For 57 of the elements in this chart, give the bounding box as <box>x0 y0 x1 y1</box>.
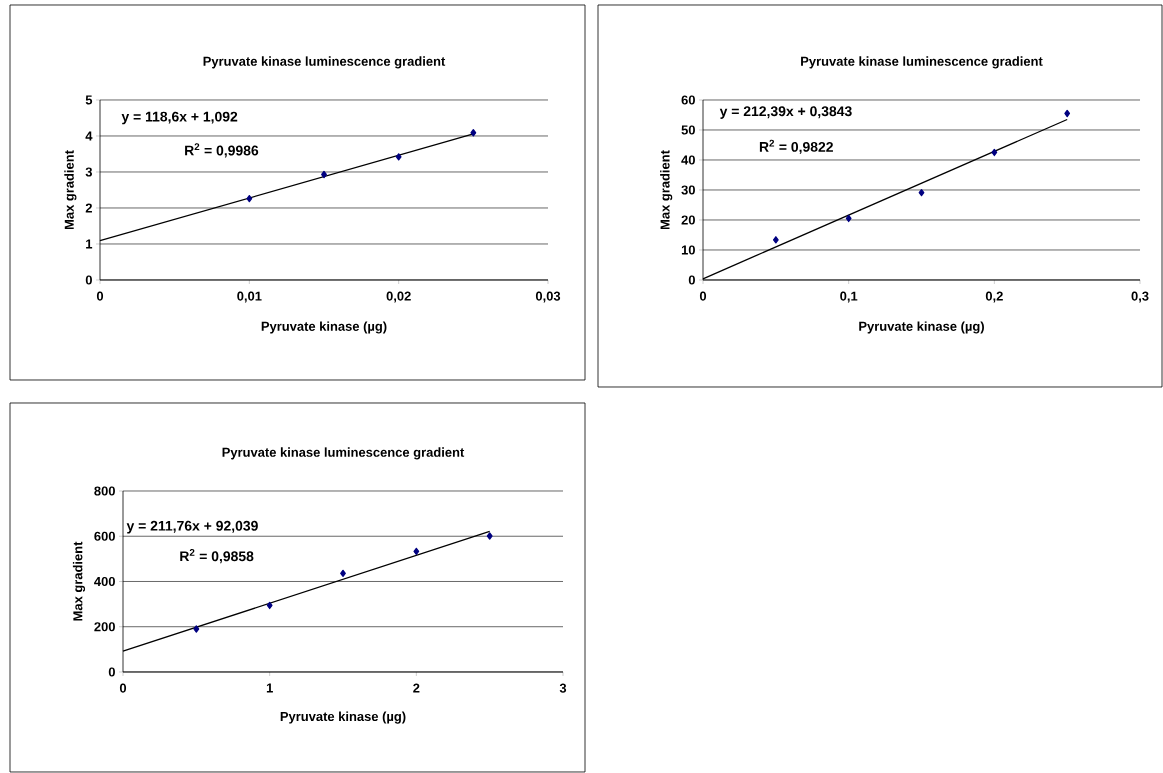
point <box>918 189 925 197</box>
point <box>991 148 998 157</box>
y-tick-label: 800 <box>94 486 115 496</box>
y-tick-label: 0 <box>85 275 92 285</box>
y-tick-label: 0 <box>688 275 695 285</box>
y-tick-label: 600 <box>94 531 115 541</box>
y-tick-label: 400 <box>94 576 115 587</box>
point <box>395 153 402 161</box>
x-tick-label: 0,3 <box>1131 291 1149 303</box>
y-axis-title: Max gradient <box>64 150 77 230</box>
point <box>470 129 477 137</box>
chart-title: Pyruvate kinase luminescence gradient <box>203 56 446 69</box>
y-axis-title: Max gradient <box>660 150 673 230</box>
x-tick-label: 0,2 <box>985 291 1003 303</box>
y-tick-label: 200 <box>94 622 115 632</box>
y-tick-label: 2 <box>85 203 92 213</box>
point <box>1064 109 1071 118</box>
x-tick-label: 0,03 <box>535 291 561 303</box>
x-axis-title: Pyruvate kinase (µg) <box>280 711 406 724</box>
y-tick-label: 30 <box>681 185 695 195</box>
point <box>193 625 200 633</box>
point <box>486 532 493 540</box>
chart-title: Pyruvate kinase luminescence gradient <box>801 56 1043 69</box>
annotation: R$^{2}$ = 0,9858 <box>180 549 254 564</box>
point <box>340 569 346 577</box>
y-tick-label: 3 <box>85 167 93 177</box>
y-tick-label: 0 <box>108 667 115 677</box>
point <box>246 194 253 203</box>
annotation: y = 211,76x + 92,039 <box>126 520 258 534</box>
x-tick-label: 0 <box>699 291 707 301</box>
y-tick-label: 5 <box>85 95 93 105</box>
point <box>845 214 852 223</box>
chart-title: Pyruvate kinase luminescence gradient <box>222 447 465 460</box>
y-tick-label: 10 <box>681 245 695 255</box>
y-tick-label: 40 <box>681 155 695 165</box>
point <box>266 601 273 610</box>
annotation: R$^{2}$ = 0,9986 <box>185 143 259 158</box>
x-tick-label: 0,1 <box>840 291 858 303</box>
x-tick-label: 2 <box>413 683 420 693</box>
point <box>772 236 779 244</box>
x-tick-label: 0 <box>119 683 127 693</box>
y-tick-label: 50 <box>681 125 695 135</box>
y-axis-title: Max gradient <box>72 541 86 621</box>
annotation: R$^{2}$ = 0,9822 <box>759 139 833 154</box>
y-tick-label: 4 <box>85 131 93 141</box>
y-tick-label: 1 <box>86 239 93 249</box>
x-tick-label: 0,01 <box>237 291 262 303</box>
x-axis-title: Pyruvate kinase (µg) <box>261 321 387 334</box>
annotation: y = 118,6x + 1,092 <box>121 111 238 125</box>
point <box>413 547 420 556</box>
y-tick-label: 20 <box>681 215 695 225</box>
y-tick-label: 60 <box>681 95 695 105</box>
x-axis-title: Pyruvate kinase (µg) <box>859 321 984 334</box>
x-tick-label: 0,02 <box>386 291 411 303</box>
x-tick-label: 3 <box>559 683 567 693</box>
x-tick-label: 1 <box>266 683 273 693</box>
annotation: y = 212,39x + 0,3843 <box>719 106 852 119</box>
